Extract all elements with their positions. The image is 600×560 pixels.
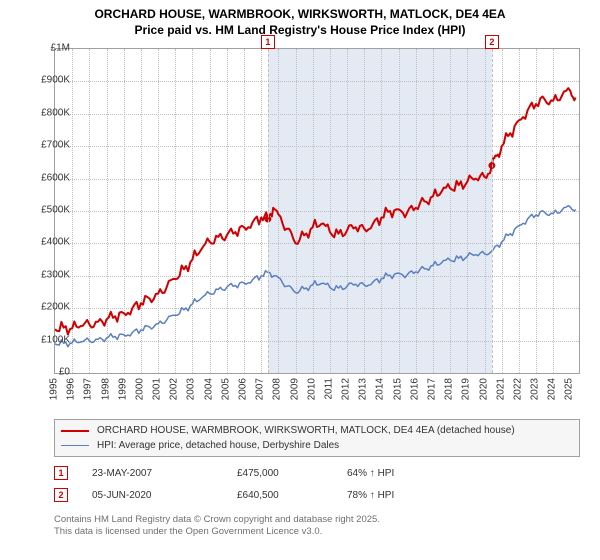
x-axis-label: 1998 [100, 378, 111, 400]
x-axis-label: 2023 [530, 378, 541, 400]
y-axis-label: £400K [25, 237, 70, 248]
plot-area: 12 [54, 48, 580, 374]
x-axis-label: 2006 [237, 378, 248, 400]
footer-attribution: Contains HM Land Registry data © Crown c… [54, 514, 580, 539]
x-axis-label: 2007 [255, 378, 266, 400]
x-axis-label: 1995 [49, 378, 60, 400]
x-axis-label: 2005 [220, 378, 231, 400]
y-axis-label: £100K [25, 334, 70, 345]
x-axis-label: 2003 [186, 378, 197, 400]
x-axis-label: 2016 [409, 378, 420, 400]
sale-marker-2: 2 [54, 488, 68, 502]
x-axis-label: 2000 [134, 378, 145, 400]
y-axis-label: £900K [25, 75, 70, 86]
y-axis-label: £1M [25, 43, 70, 54]
sale-pct-2: 78% ↑ HPI [347, 490, 487, 501]
y-axis-label: £500K [25, 205, 70, 216]
y-axis-label: £800K [25, 107, 70, 118]
x-axis-label: 2013 [358, 378, 369, 400]
y-axis-label: £0 [25, 367, 70, 378]
x-axis-label: 2014 [375, 378, 386, 400]
x-axis-label: 2001 [152, 378, 163, 400]
x-axis-label: 2025 [564, 378, 575, 400]
x-axis-label: 2009 [289, 378, 300, 400]
y-axis-label: £300K [25, 269, 70, 280]
sale-date-1: 23-MAY-2007 [92, 468, 237, 479]
x-axis-label: 2022 [512, 378, 523, 400]
x-axis-label: 1997 [83, 378, 94, 400]
x-axis-label: 2002 [169, 378, 180, 400]
title-line-1: ORCHARD HOUSE, WARMBROOK, WIRKSWORTH, MA… [0, 6, 600, 22]
sale-marker-tag: 2 [485, 35, 499, 49]
y-axis-label: £600K [25, 172, 70, 183]
sales-table: 1 23-MAY-2007 £475,000 64% ↑ HPI 2 05-JU… [54, 462, 580, 506]
legend-box: ORCHARD HOUSE, WARMBROOK, WIRKSWORTH, MA… [54, 419, 580, 457]
x-axis-label: 2024 [547, 378, 558, 400]
x-axis-label: 2008 [272, 378, 283, 400]
y-axis-label: £700K [25, 140, 70, 151]
chart-title: ORCHARD HOUSE, WARMBROOK, WIRKSWORTH, MA… [0, 0, 600, 38]
chart-container: ORCHARD HOUSE, WARMBROOK, WIRKSWORTH, MA… [0, 0, 600, 560]
legend-swatch-1 [61, 430, 89, 432]
sale-price-1: £475,000 [237, 468, 347, 479]
x-axis-label: 2020 [478, 378, 489, 400]
footer-line-1: Contains HM Land Registry data © Crown c… [54, 514, 580, 526]
sale-row-2: 2 05-JUN-2020 £640,500 78% ↑ HPI [54, 484, 580, 506]
sale-marker-1: 1 [54, 466, 68, 480]
x-axis-label: 2010 [306, 378, 317, 400]
x-axis-label: 2021 [495, 378, 506, 400]
x-axis-label: 2004 [203, 378, 214, 400]
legend-label-1: ORCHARD HOUSE, WARMBROOK, WIRKSWORTH, MA… [97, 425, 515, 436]
sale-date-2: 05-JUN-2020 [92, 490, 237, 501]
x-axis-label: 1999 [117, 378, 128, 400]
x-axis-label: 2012 [341, 378, 352, 400]
title-line-2: Price paid vs. HM Land Registry's House … [0, 22, 600, 38]
sale-price-2: £640,500 [237, 490, 347, 501]
series-line-hpi [55, 206, 576, 347]
chart-lines [55, 49, 579, 373]
x-axis-label: 2015 [392, 378, 403, 400]
sale-pct-1: 64% ↑ HPI [347, 468, 487, 479]
sale-marker-line [492, 49, 493, 373]
x-axis-label: 2019 [461, 378, 472, 400]
y-axis-label: £200K [25, 302, 70, 313]
x-axis-label: 2018 [444, 378, 455, 400]
series-line-price-paid [55, 88, 576, 334]
sale-row-1: 1 23-MAY-2007 £475,000 64% ↑ HPI [54, 462, 580, 484]
legend-label-2: HPI: Average price, detached house, Derb… [97, 440, 339, 451]
sale-marker-tag: 1 [261, 35, 275, 49]
legend-swatch-2 [61, 445, 89, 446]
legend-row-series-1: ORCHARD HOUSE, WARMBROOK, WIRKSWORTH, MA… [61, 423, 573, 438]
footer-line-2: This data is licensed under the Open Gov… [54, 526, 580, 538]
legend-row-series-2: HPI: Average price, detached house, Derb… [61, 438, 573, 453]
x-axis-label: 2017 [426, 378, 437, 400]
sale-marker-line [268, 49, 269, 373]
x-axis-label: 1996 [66, 378, 77, 400]
x-axis-label: 2011 [323, 378, 334, 400]
